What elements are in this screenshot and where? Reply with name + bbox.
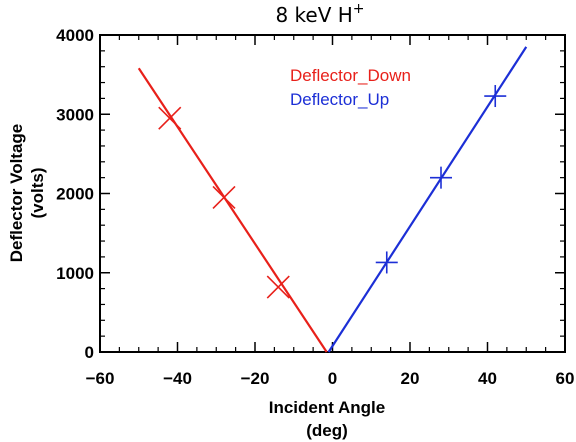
chart-title: 8 keV H+	[275, 1, 364, 27]
deflector-down-fit-line	[137, 67, 328, 353]
x-tick-label: −20	[241, 369, 270, 388]
deflector-up-point	[430, 166, 452, 189]
x-axis-label: Incident Angle	[269, 398, 386, 417]
y-axis-unit: (volts)	[28, 168, 47, 219]
x-tick-label: −40	[163, 369, 192, 388]
y-tick-label: 1000	[56, 264, 94, 283]
y-tick-label: 2000	[56, 185, 94, 204]
y-tick-label: 0	[85, 343, 94, 362]
x-tick-label: −60	[86, 369, 115, 388]
deflector-up-point	[484, 85, 507, 108]
chart-title-superscript: +	[353, 1, 365, 17]
deflector-up-fit-line	[327, 46, 528, 353]
series-layer	[137, 46, 528, 353]
x-tick-label: 20	[401, 369, 420, 388]
y-axis-label: Deflector Voltage	[7, 124, 26, 263]
deflector-down-point	[212, 185, 236, 210]
x-axis-ticks: −60 −40 −20 0 20 40 60	[86, 35, 575, 388]
deflector-down-point	[158, 106, 182, 130]
legend-deflector-up: Deflector_Up	[290, 90, 389, 109]
x-tick-label: 0	[328, 369, 337, 388]
y-tick-label: 3000	[56, 105, 94, 124]
deflector-down-point	[266, 275, 290, 299]
legend-deflector-down: Deflector_Down	[290, 66, 411, 85]
x-tick-label: 40	[478, 369, 497, 388]
y-tick-label: 4000	[56, 26, 94, 45]
deflector-up-point	[375, 251, 398, 274]
y-axis-ticks: 0 1000 2000 3000 4000	[56, 26, 565, 362]
x-tick-label: 60	[556, 369, 575, 388]
x-axis-unit: (deg)	[306, 421, 348, 440]
